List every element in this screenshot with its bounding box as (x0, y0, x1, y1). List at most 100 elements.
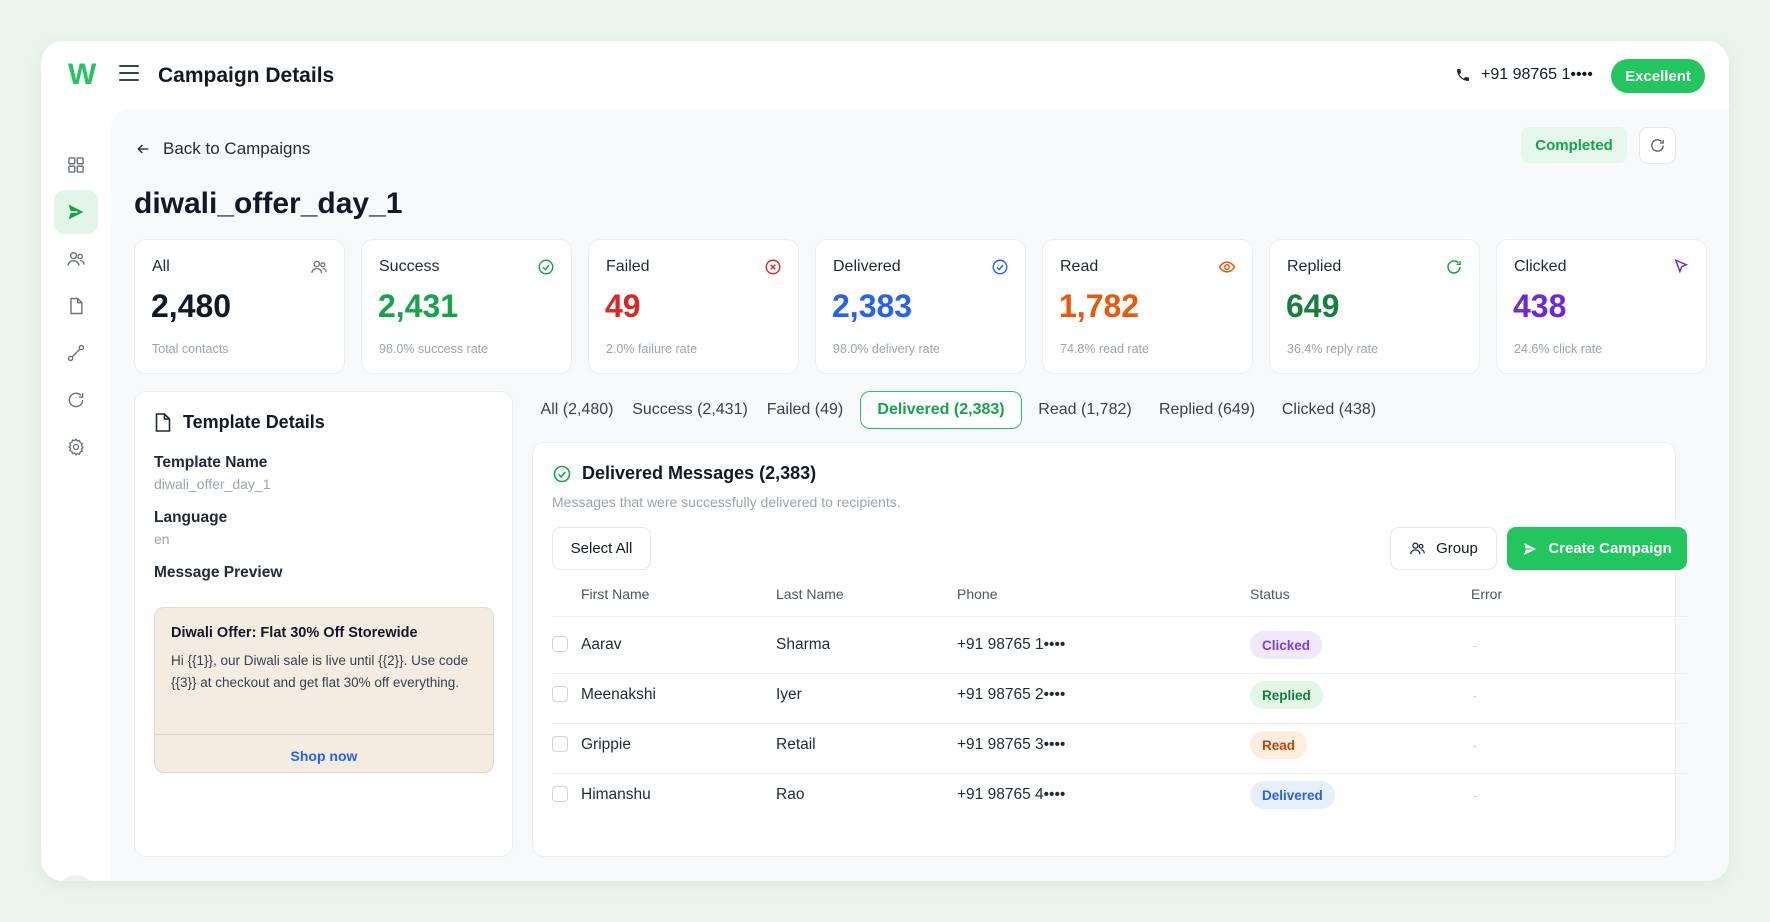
phone-cell: +91 98765 3•••• (957, 736, 1066, 753)
last-name-cell: Rao (776, 786, 805, 803)
message-preview-card: Diwali Offer: Flat 30% Off Storewide Hi … (154, 607, 494, 773)
error-cell: - (1473, 788, 1478, 803)
preview-heading: Diwali Offer: Flat 30% Off Storewide (171, 625, 418, 641)
phone-number-display: +91 98765 1•••• (1455, 66, 1593, 84)
stat-value: 49 (605, 288, 641, 324)
send-icon (1524, 542, 1537, 555)
sidebar-item-templates[interactable] (54, 284, 98, 328)
tab-failed[interactable]: Failed (49) (766, 401, 844, 418)
stat-card-success[interactable]: Success 2,431 98.0% success rate (361, 239, 572, 374)
cursor-icon (1674, 258, 1689, 274)
file-icon (70, 297, 83, 315)
users-icon (67, 252, 85, 266)
page-title: Campaign Details (158, 64, 335, 87)
delivered-messages-panel: Delivered Messages (2,383) Messages that… (532, 442, 1687, 857)
send-icon (68, 204, 84, 220)
column-header-first-name[interactable]: First Name (581, 586, 650, 602)
column-header-status[interactable]: Status (1250, 586, 1290, 602)
stat-label: Failed (606, 258, 650, 275)
message-preview-label: Message Preview (154, 564, 283, 581)
stat-value: 2,480 (151, 288, 232, 324)
stat-caption: 2.0% failure rate (606, 342, 698, 356)
sidebar-item-campaigns[interactable] (54, 190, 98, 234)
column-header-phone[interactable]: Phone (957, 586, 998, 602)
stat-label: All (152, 258, 170, 275)
quality-rating-badge: Excellent (1611, 59, 1705, 93)
tab-clicked[interactable]: Clicked (438) (1281, 401, 1377, 418)
top-header: W Campaign Details +91 98765 1•••• Excel… (41, 41, 1729, 109)
status-badge: Read (1250, 731, 1308, 759)
brand-logo[interactable]: W (68, 58, 97, 91)
select-all-button[interactable]: Select All (552, 527, 651, 570)
row-checkbox[interactable] (552, 786, 568, 802)
stat-caption: Total contacts (152, 342, 229, 356)
tab-delivered[interactable]: Delivered (2,383) (860, 391, 1022, 429)
stat-label: Clicked (1514, 258, 1567, 275)
stat-caption: 36.4% reply rate (1287, 342, 1379, 356)
language-value: en (154, 531, 170, 547)
last-name-cell: Retail (776, 736, 816, 753)
stat-value: 2,383 (832, 288, 913, 324)
group-button[interactable]: Group (1390, 527, 1497, 570)
refresh-icon (68, 392, 84, 408)
table-row[interactable]: Meenakshi Iyer +91 98765 2•••• Replied - (552, 668, 1687, 724)
status-badge: Clicked (1250, 631, 1323, 659)
tab-read[interactable]: Read (1,782) (1038, 401, 1132, 418)
file-icon (155, 413, 171, 432)
create-campaign-button[interactable]: Create Campaign (1507, 527, 1687, 570)
stat-label: Success (379, 258, 440, 275)
stat-value: 1,782 (1059, 288, 1140, 324)
arrow-left-icon (137, 144, 149, 154)
stat-card-replied[interactable]: Replied 649 36.4% reply rate (1269, 239, 1480, 374)
stat-card-clicked[interactable]: Clicked 438 24.6% click rate (1496, 239, 1707, 374)
row-checkbox[interactable] (552, 636, 568, 652)
stat-card-failed[interactable]: Failed 49 2.0% failure rate (588, 239, 799, 374)
stat-card-read[interactable]: Read 1,782 74.8% read rate (1042, 239, 1253, 374)
template-name-label: Template Name (154, 454, 268, 471)
tab-all[interactable]: All (2,480) (540, 401, 614, 418)
stat-label: Read (1060, 258, 1099, 275)
column-header-error[interactable]: Error (1471, 586, 1503, 602)
grid-icon (68, 157, 84, 173)
create-campaign-label: Create Campaign (1548, 540, 1672, 557)
route-icon (67, 344, 85, 362)
sidebar-item-settings[interactable] (54, 425, 98, 469)
main-content: Back to Campaigns Completed diwali_offer… (111, 109, 1729, 881)
refresh-button[interactable] (1639, 127, 1676, 164)
error-cell: - (1473, 738, 1478, 753)
row-checkbox[interactable] (552, 686, 568, 702)
stat-value: 649 (1286, 288, 1340, 324)
tab-success[interactable]: Success (2,431) (632, 401, 748, 418)
stat-card-all[interactable]: All 2,480 Total contacts (134, 239, 345, 374)
messages-heading: Delivered Messages (2,383) (582, 463, 817, 483)
stat-value: 2,431 (378, 288, 459, 324)
sidebar-item-dashboard[interactable] (54, 143, 98, 187)
users-icon (1410, 542, 1426, 555)
users-icon (311, 260, 327, 274)
campaign-name-heading: diwali_offer_day_1 (134, 187, 403, 220)
phone-cell: +91 98765 1•••• (957, 636, 1066, 653)
shop-now-button[interactable]: Shop now (290, 748, 358, 764)
sidebar-item-contacts[interactable] (54, 237, 98, 281)
template-details-title: Template Details (155, 412, 325, 433)
sidebar-item-integrations[interactable] (54, 331, 98, 375)
stat-card-delivered[interactable]: Delivered 2,383 98.0% delivery rate (815, 239, 1026, 374)
hamburger-menu-icon[interactable] (119, 65, 139, 81)
sidebar-item-automation[interactable] (54, 378, 98, 422)
preview-divider (155, 734, 493, 735)
x-circle-icon (765, 259, 781, 275)
table-header-divider (552, 616, 1687, 617)
table-row[interactable]: Himanshu Rao +91 98765 4•••• Delivered - (552, 768, 1687, 824)
user-avatar[interactable]: AD (57, 875, 95, 881)
column-header-last-name[interactable]: Last Name (776, 586, 844, 602)
table-row[interactable]: Grippie Retail +91 98765 3•••• Read - (552, 718, 1687, 774)
tab-replied[interactable]: Replied (649) (1158, 401, 1256, 418)
group-button-label: Group (1436, 540, 1478, 557)
row-checkbox[interactable] (552, 736, 568, 752)
template-details-panel: Template Details Template Name diwali_of… (134, 391, 513, 857)
phone-icon (1457, 69, 1469, 81)
table-row[interactable]: Aarav Sharma +91 98765 1•••• Clicked - (552, 618, 1687, 674)
status-badge: Delivered (1250, 781, 1335, 809)
back-to-campaigns-link[interactable]: Back to Campaigns (135, 139, 310, 159)
campaign-status-badge: Completed (1521, 127, 1627, 163)
